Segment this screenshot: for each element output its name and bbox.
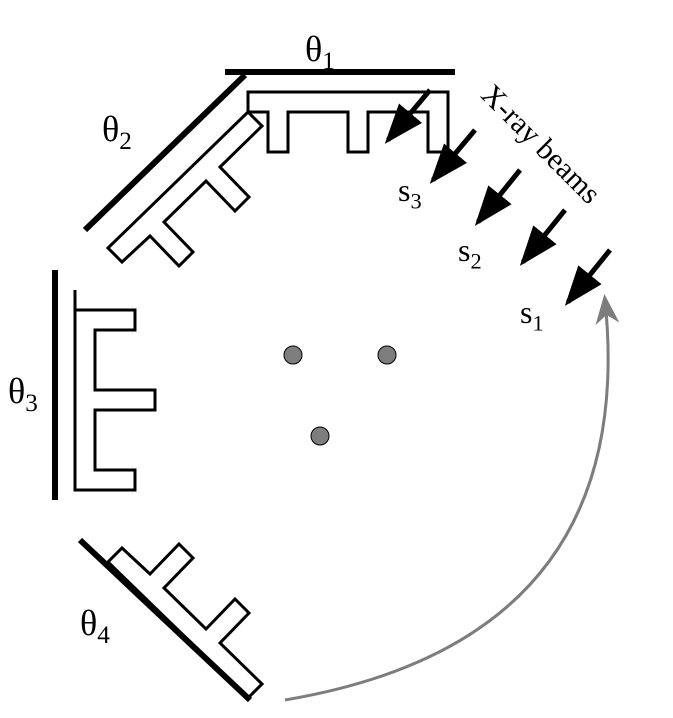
- label-theta2: θ2: [102, 108, 132, 156]
- theta1-sub: 1: [322, 48, 335, 75]
- label-s2: s2: [458, 232, 482, 274]
- object-dot-1: [284, 346, 302, 364]
- theta4-sym: θ: [80, 603, 97, 643]
- theta3-sym: θ: [8, 371, 25, 411]
- theta1-sym: θ: [305, 29, 322, 69]
- s3-sub: 3: [410, 188, 421, 213]
- theta3-sub: 3: [25, 390, 38, 417]
- label-theta3: θ3: [8, 370, 38, 418]
- s1-sym: s: [520, 294, 532, 330]
- xray-arrow-4: [523, 210, 565, 262]
- s3-sym: s: [398, 172, 410, 208]
- rotation-arc: [285, 300, 608, 700]
- label-theta4: θ4: [80, 602, 110, 650]
- detector-shape-theta3: [75, 290, 155, 490]
- xray-arrow-1: [388, 90, 430, 140]
- s2-sub: 2: [470, 248, 481, 273]
- object-dot-2: [378, 346, 396, 364]
- label-s3: s3: [398, 172, 422, 214]
- theta4-sub: 4: [97, 622, 110, 649]
- s2-sym: s: [458, 232, 470, 268]
- s1-sub: 1: [532, 310, 543, 335]
- xray-arrow-5: [568, 250, 610, 302]
- xray-arrow-3: [478, 170, 520, 222]
- detector-shape-theta4: [108, 544, 262, 698]
- xray-arrow-2: [433, 130, 475, 180]
- theta2-sym: θ: [102, 109, 119, 149]
- label-theta1: θ1: [305, 28, 335, 76]
- label-s1: s1: [520, 294, 544, 336]
- object-dot-3: [311, 427, 329, 445]
- theta2-sub: 2: [119, 128, 132, 155]
